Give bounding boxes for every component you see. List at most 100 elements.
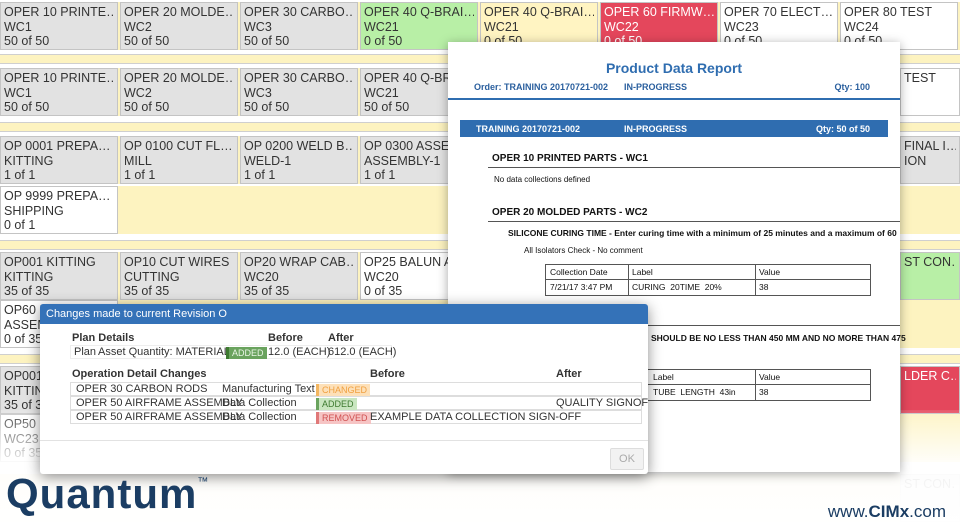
tile-count: 35 of 35 bbox=[4, 284, 50, 298]
tile-title: OP60 F bbox=[4, 303, 48, 317]
tile-title: OP 9999 PREPA… bbox=[4, 189, 111, 203]
tile-station: MILL bbox=[124, 153, 152, 168]
table-rule bbox=[755, 265, 756, 295]
tile-title: OPER 10 PRINTE… bbox=[4, 5, 114, 19]
tile-station: WC2 bbox=[124, 19, 152, 34]
unit-status: IN-PROGRESS bbox=[624, 124, 688, 134]
tile-title: OPER 40 Q-BRAI… bbox=[364, 5, 474, 19]
section-note: All Isolators Check - No comment bbox=[524, 246, 643, 255]
tile-title: OP001 bbox=[4, 369, 43, 383]
tile-count: 0 of 1 bbox=[4, 218, 36, 232]
table-cell: CURING 20TIME 20% bbox=[632, 282, 722, 292]
plan-heading: Plan Details bbox=[72, 332, 135, 344]
tile-count: 1 of 1 bbox=[244, 168, 276, 182]
tile-station: WC3 bbox=[244, 19, 272, 34]
change-badge: ADDED bbox=[226, 347, 267, 359]
tile-station: WELD-1 bbox=[244, 153, 292, 168]
tile-title: OPER 10 PRINTE… bbox=[4, 71, 114, 85]
work-tile: OPER 20 MOLDE… WC2 50 of 50 bbox=[120, 68, 238, 116]
tile-station: KITTIN bbox=[4, 383, 44, 398]
tile-station: KITTING bbox=[4, 269, 54, 284]
tile-station: WC3 bbox=[244, 85, 272, 100]
table-cell: 7/21/17 3:47 PM bbox=[550, 282, 613, 292]
work-tile: OP20 WRAP CAB… WC20 35 of 35 bbox=[240, 252, 358, 300]
tile-title: OP10 CUT WIRES bbox=[124, 255, 230, 269]
after-heading: After bbox=[556, 368, 582, 380]
change-type: Data Collection bbox=[222, 397, 297, 409]
tile-station: WC23 bbox=[724, 19, 759, 34]
before-heading: Before bbox=[370, 368, 405, 380]
tile-count: 50 of 50 bbox=[244, 34, 290, 48]
tile-title: OPER 80 TEST bbox=[844, 5, 932, 19]
plan-before: 12.0 (EACH) bbox=[268, 346, 331, 358]
change-badge: REMOVED bbox=[316, 412, 371, 424]
dialog-title: Changes made to current Revision O bbox=[46, 308, 227, 320]
table-cell: TUBE LENGTH 43in bbox=[653, 387, 736, 397]
tile-count: 35 of 35 bbox=[244, 284, 290, 298]
change-before: EXAMPLE DATA COLLECTION SIGN-OFF bbox=[370, 411, 582, 423]
work-tile: OP 0100 CUT FL… MILL 1 of 1 bbox=[120, 136, 238, 184]
tile-count: 1 of 1 bbox=[364, 168, 396, 182]
tile-station: WC22 bbox=[604, 19, 639, 34]
site-suffix: .com bbox=[909, 502, 946, 521]
tile-station: WC21 bbox=[364, 85, 399, 100]
tile-title: OP001 KITTING bbox=[4, 255, 96, 269]
tile-title: OPER 20 MOLDE… bbox=[124, 71, 234, 85]
before-heading: Before bbox=[268, 332, 303, 344]
section-instruction: SHOULD BE NO LESS THAN 450 MM AND NO MOR… bbox=[651, 333, 906, 343]
report-title: Product Data Report bbox=[605, 60, 743, 76]
order-label: Order: TRAINING 20170721-002 bbox=[474, 82, 609, 92]
table-rule bbox=[628, 265, 629, 295]
tile-count: 0 of 35 bbox=[4, 332, 43, 346]
changes-dialog: Changes made to current Revision O Plan … bbox=[40, 304, 648, 474]
tile-count: 1 of 1 bbox=[124, 168, 156, 182]
work-tile: OPER 20 MOLDE… WC2 50 of 50 bbox=[120, 2, 238, 50]
tile-title: OPER 40 Q-BRA bbox=[364, 71, 460, 85]
work-tile: OPER 10 PRINTE… WC1 50 of 50 bbox=[0, 68, 118, 116]
plan-group: Plan bbox=[74, 346, 97, 358]
tile-title: OP20 WRAP CAB… bbox=[244, 255, 354, 269]
tile-title: OPER 60 FIRMW… bbox=[604, 5, 714, 19]
website: www.CIMx.com bbox=[828, 502, 946, 522]
change-type: Manufacturing Text bbox=[222, 383, 315, 395]
section-rule bbox=[488, 167, 900, 168]
tile-title: OPER 30 CARBO… bbox=[244, 71, 354, 85]
tile-station: WC21 bbox=[484, 19, 519, 34]
table-header: Value bbox=[759, 267, 781, 277]
section-heading: OPER 10 PRINTED PARTS - WC1 bbox=[492, 153, 648, 164]
after-heading: After bbox=[328, 332, 354, 344]
table-rule bbox=[546, 279, 870, 280]
table-header: Value bbox=[759, 372, 781, 382]
order-rule bbox=[448, 98, 900, 100]
change-type: Data Collection bbox=[222, 411, 297, 423]
work-tile: OP001 KITTING KITTING 35 of 35 bbox=[0, 252, 118, 300]
tile-count: 50 of 50 bbox=[4, 34, 50, 48]
change-after: QUALITY SIGNOFF bbox=[556, 397, 648, 409]
tile-title: ST CON… bbox=[904, 255, 956, 269]
dialog-header bbox=[40, 304, 648, 324]
work-tile: OP 0001 PREPA… KITTING 1 of 1 bbox=[0, 136, 118, 184]
tile-count: 0 of 50 bbox=[364, 34, 403, 48]
collection-table: Collection Date Label Value 7/21/17 3:47… bbox=[545, 264, 871, 296]
tile-station: ION bbox=[904, 153, 927, 168]
work-tile: OPER 30 CARBO… WC3 50 of 50 bbox=[240, 68, 358, 116]
site-brand: CIMx bbox=[868, 502, 910, 521]
change-badge: ADDED bbox=[316, 398, 357, 410]
table-header: Label bbox=[653, 372, 674, 382]
work-tile: OPER 10 PRINTE… WC1 50 of 50 bbox=[0, 2, 118, 50]
dialog-footer-rule bbox=[40, 440, 648, 441]
tile-count: 0 of 35 bbox=[364, 284, 403, 298]
change-badge: CHANGED bbox=[316, 384, 371, 396]
tile-title: OP 0100 CUT FL… bbox=[124, 139, 233, 153]
work-tile: OPER 30 CARBO… WC3 50 of 50 bbox=[240, 2, 358, 50]
tile-station: SHIPPING bbox=[4, 203, 64, 218]
work-tile: FINAL I… ION bbox=[900, 136, 960, 184]
tile-station: WC2 bbox=[124, 85, 152, 100]
tile-title: OPER 70 ELECT… bbox=[724, 5, 834, 19]
work-tile: TEST bbox=[900, 68, 960, 116]
ok-button[interactable]: OK bbox=[610, 448, 644, 470]
tile-count: 35 of 3 bbox=[4, 398, 43, 412]
work-tile: ST CON… bbox=[900, 252, 960, 300]
order-qty: Qty: 100 bbox=[834, 82, 870, 92]
